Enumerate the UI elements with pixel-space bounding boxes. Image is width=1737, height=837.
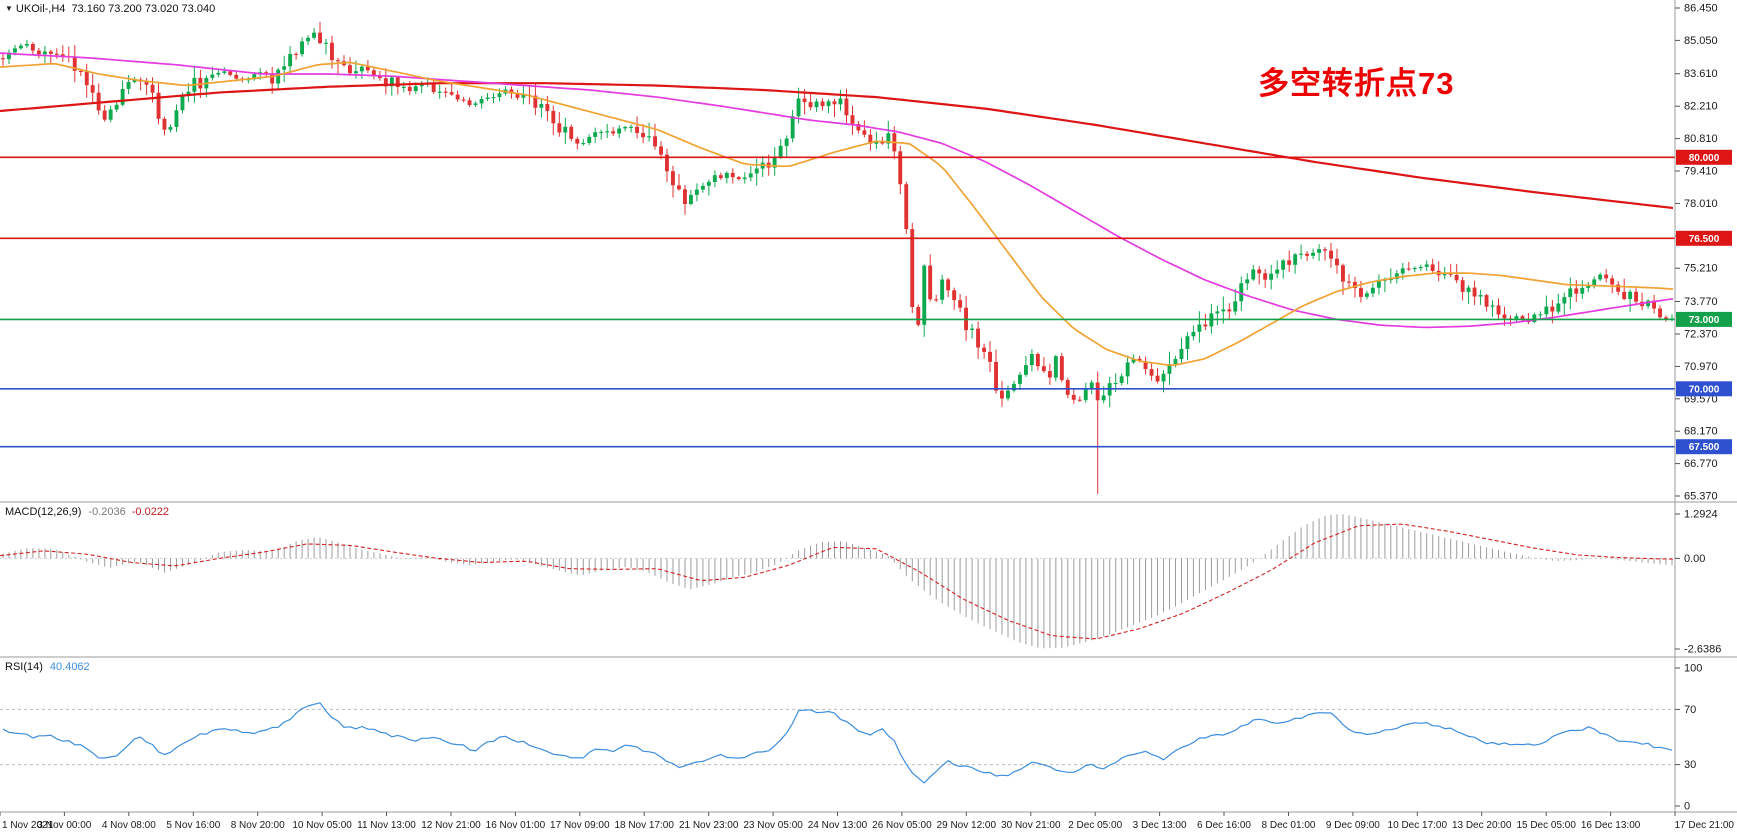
svg-text:75.210: 75.210 [1684,263,1718,275]
rsi-value: 40.4062 [49,661,90,673]
svg-text:73.770: 73.770 [1684,296,1718,308]
svg-text:0.00: 0.00 [1684,553,1705,565]
svg-text:70: 70 [1684,704,1696,716]
svg-text:26 Nov 05:00: 26 Nov 05:00 [872,820,932,831]
svg-text:78.010: 78.010 [1684,198,1718,210]
macd-name: MACD(12,26,9) [5,506,82,518]
panel-separators [0,0,1737,813]
svg-text:17 Dec 21:00: 17 Dec 21:00 [1675,820,1735,831]
svg-text:13 Dec 20:00: 13 Dec 20:00 [1452,820,1512,831]
svg-text:4 Nov 08:00: 4 Nov 08:00 [102,820,156,831]
annotation-text[interactable]: 多空转折点73 [1258,66,1455,101]
svg-text:10 Dec 17:00: 10 Dec 17:00 [1388,820,1448,831]
svg-text:85.050: 85.050 [1684,35,1718,47]
svg-text:0: 0 [1684,801,1690,813]
svg-text:73.000: 73.000 [1689,315,1720,326]
svg-text:68.170: 68.170 [1684,426,1718,438]
svg-text:79.410: 79.410 [1684,166,1718,178]
hline-price-badges: 80.000 76.500 73.000 70.000 67.500 [1676,149,1732,455]
ma-slow-magenta [0,52,1674,329]
svg-text:30: 30 [1684,759,1696,771]
svg-text:8 Nov 20:00: 8 Nov 20:00 [231,820,285,831]
svg-text:17 Nov 09:00: 17 Nov 09:00 [550,820,610,831]
macd-histogram [2,514,1673,649]
svg-text:11 Nov 13:00: 11 Nov 13:00 [357,820,416,831]
svg-text:1 Nov 2021: 1 Nov 2021 [2,820,54,831]
svg-text:3 Nov 00:00: 3 Nov 00:00 [37,820,91,831]
svg-text:18 Nov 17:00: 18 Nov 17:00 [614,820,674,831]
svg-text:16 Dec 13:00: 16 Dec 13:00 [1581,820,1641,831]
svg-text:65.370: 65.370 [1684,491,1718,503]
macd-scale[interactable]: 1.2924 0.00 -2.6386 [1675,509,1721,656]
svg-text:2 Dec 05:00: 2 Dec 05:00 [1068,820,1122,831]
svg-text:-2.6386: -2.6386 [1684,644,1721,656]
svg-text:100: 100 [1684,663,1702,675]
svg-text:72.370: 72.370 [1684,329,1718,341]
svg-text:6 Dec 16:00: 6 Dec 16:00 [1197,820,1251,831]
symbol-period-label: UKOil-,H4 [15,3,66,15]
svg-text:16 Nov 01:00: 16 Nov 01:00 [486,820,546,831]
svg-text:80.000: 80.000 [1689,153,1720,164]
svg-text:5 Nov 16:00: 5 Nov 16:00 [166,820,220,831]
svg-text:83.610: 83.610 [1684,68,1718,80]
svg-text:24 Nov 13:00: 24 Nov 13:00 [808,820,868,831]
macd-signal-line [0,523,1675,640]
symbol-info: ▼ UKOil-,H4 73.160 73.200 73.020 73.040 [5,3,215,15]
symbol-marker-icon: ▼ [5,4,13,13]
svg-text:80.810: 80.810 [1684,133,1718,145]
svg-text:10 Nov 05:00: 10 Nov 05:00 [292,820,352,831]
ma-longterm-red [0,82,1674,210]
svg-text:30 Nov 21:00: 30 Nov 21:00 [1001,820,1061,831]
ohlc-values: 73.160 73.200 73.020 73.040 [71,3,216,15]
macd-signal-value: -0.0222 [131,506,170,518]
svg-text:67.500: 67.500 [1689,442,1720,453]
svg-text:70.970: 70.970 [1684,361,1718,373]
rsi-scale[interactable]: 100 70 30 0 [1675,663,1702,813]
svg-text:9 Dec 09:00: 9 Dec 09:00 [1326,820,1380,831]
rsi-line [2,702,1673,784]
svg-text:82.210: 82.210 [1684,101,1718,113]
svg-text:21 Nov 23:00: 21 Nov 23:00 [679,820,739,831]
svg-text:23 Nov 05:00: 23 Nov 05:00 [743,820,803,831]
svg-text:1.2924: 1.2924 [1684,509,1718,521]
svg-text:15 Dec 05:00: 15 Dec 05:00 [1516,820,1576,831]
ma-fast-orange [0,61,1674,367]
svg-text:66.770: 66.770 [1684,458,1718,470]
svg-text:29 Nov 12:00: 29 Nov 12:00 [937,820,997,831]
svg-text:86.450: 86.450 [1684,3,1718,15]
price-axis[interactable]: 86.450 85.050 83.610 82.210 80.810 79.410 78.0… [1675,3,1718,503]
macd-indicator-label: MACD(12,26,9) -0.2036 -0.0222 [5,506,169,518]
rsi-indicator-label: RSI(14) 40.4062 [5,661,90,673]
svg-text:3 Dec 13:00: 3 Dec 13:00 [1133,820,1187,831]
rsi-name: RSI(14) [5,661,43,673]
svg-text:76.500: 76.500 [1689,234,1720,245]
svg-text:70.000: 70.000 [1689,384,1720,395]
macd-main-value: -0.2036 [88,506,126,518]
svg-text:12 Nov 21:00: 12 Nov 21:00 [421,820,481,831]
svg-text:8 Dec 01:00: 8 Dec 01:00 [1262,820,1316,831]
